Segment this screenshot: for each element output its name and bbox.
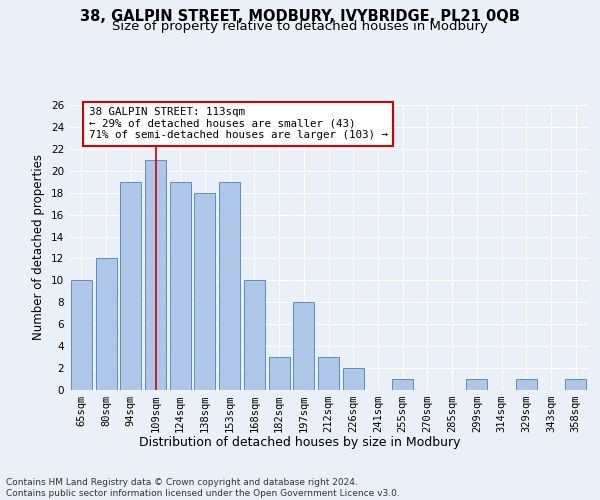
- Bar: [95, 258, 116, 390]
- Bar: [194, 192, 215, 390]
- Text: Distribution of detached houses by size in Modbury: Distribution of detached houses by size …: [139, 436, 461, 449]
- Bar: [343, 368, 364, 390]
- Bar: [392, 379, 413, 390]
- Bar: [244, 280, 265, 390]
- Bar: [466, 379, 487, 390]
- Text: Size of property relative to detached houses in Modbury: Size of property relative to detached ho…: [112, 20, 488, 33]
- Bar: [269, 357, 290, 390]
- Bar: [145, 160, 166, 390]
- Bar: [516, 379, 537, 390]
- Bar: [293, 302, 314, 390]
- Text: 38 GALPIN STREET: 113sqm
← 29% of detached houses are smaller (43)
71% of semi-d: 38 GALPIN STREET: 113sqm ← 29% of detach…: [89, 107, 388, 140]
- Bar: [120, 182, 141, 390]
- Bar: [565, 379, 586, 390]
- Bar: [318, 357, 339, 390]
- Bar: [71, 280, 92, 390]
- Bar: [219, 182, 240, 390]
- Text: 38, GALPIN STREET, MODBURY, IVYBRIDGE, PL21 0QB: 38, GALPIN STREET, MODBURY, IVYBRIDGE, P…: [80, 9, 520, 24]
- Bar: [170, 182, 191, 390]
- Text: Contains HM Land Registry data © Crown copyright and database right 2024.
Contai: Contains HM Land Registry data © Crown c…: [6, 478, 400, 498]
- Y-axis label: Number of detached properties: Number of detached properties: [32, 154, 46, 340]
